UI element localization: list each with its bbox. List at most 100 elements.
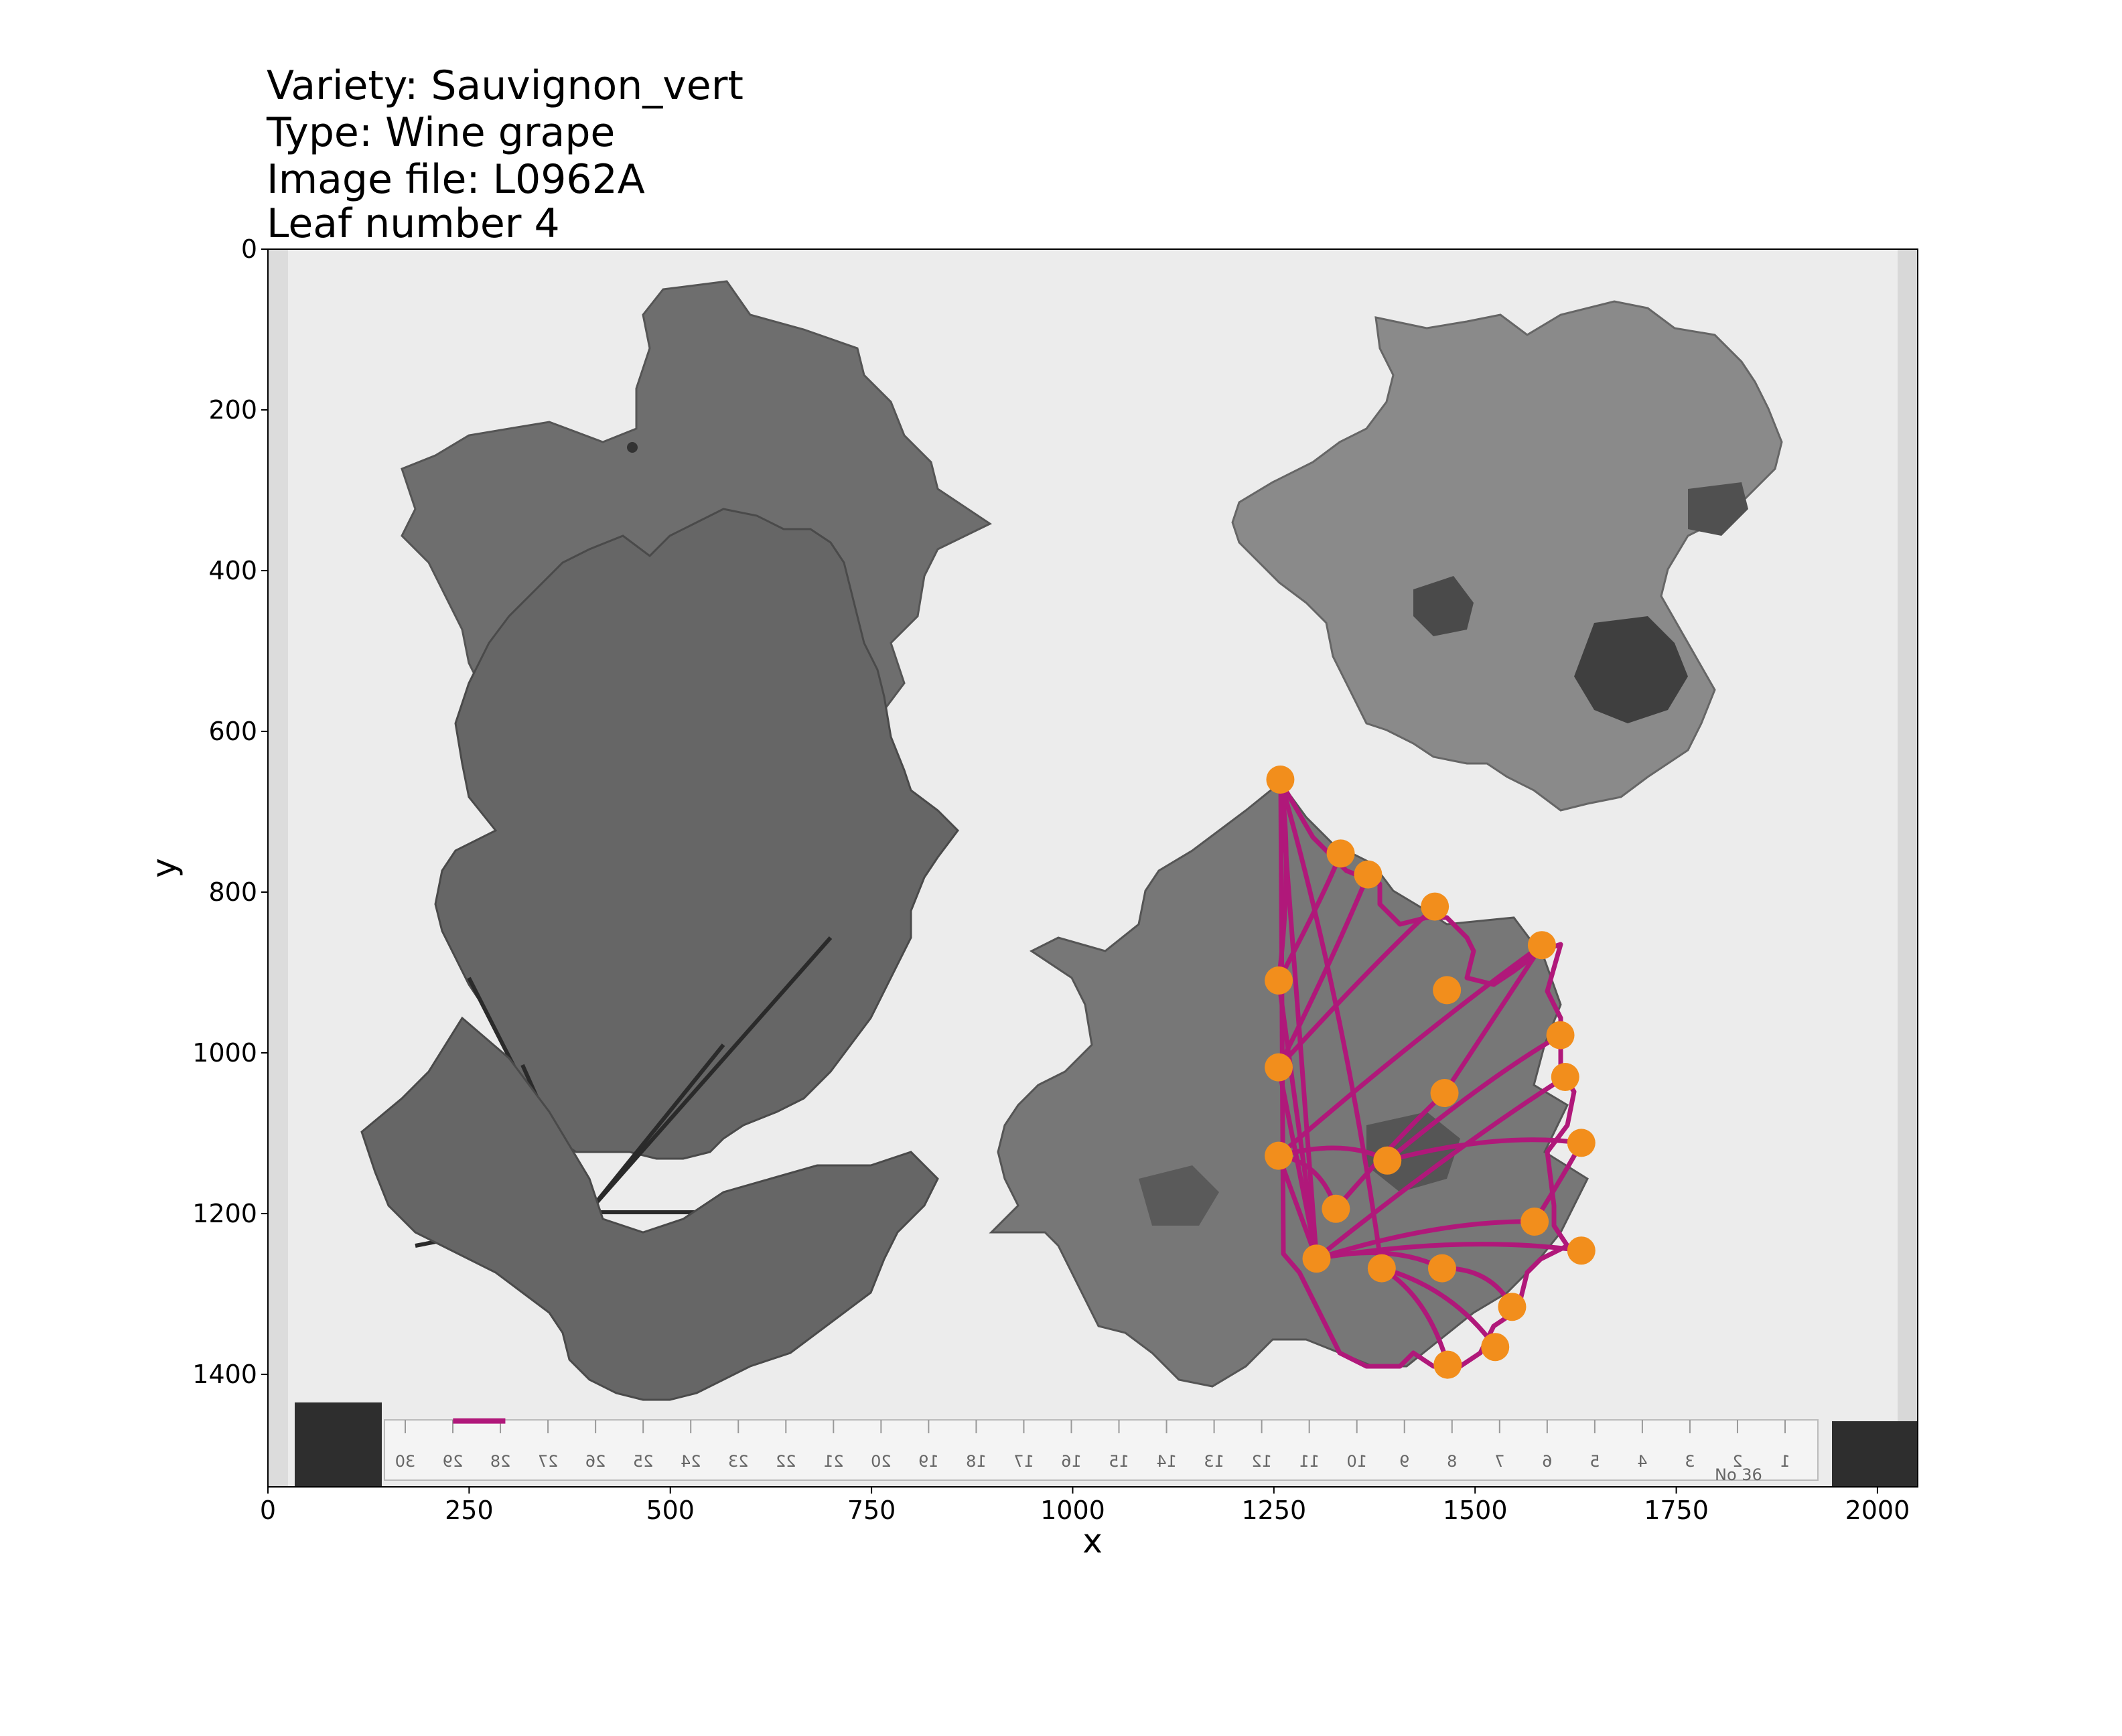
vein-line-13 bbox=[1314, 1219, 1537, 1261]
landmark-point-0 bbox=[1266, 766, 1295, 794]
x-tick-label-5: 1250 bbox=[1241, 1496, 1306, 1525]
midrib-segment-1 bbox=[1276, 978, 1320, 1261]
landmark-point-16 bbox=[1567, 1236, 1596, 1265]
ruler-number-1: 29 bbox=[443, 1452, 464, 1471]
ruler-number-2: 28 bbox=[490, 1452, 511, 1471]
corner-block-right bbox=[1832, 1421, 1918, 1487]
ruler-number-15: 15 bbox=[1109, 1452, 1129, 1471]
vein-line-4 bbox=[1276, 872, 1370, 1070]
title-line-type: Type: Wine grape bbox=[266, 109, 615, 156]
leaf-top-right-disease-patch-1 bbox=[1413, 576, 1474, 636]
ruler-number-14: 16 bbox=[1061, 1452, 1082, 1471]
x-tick-label-8: 2000 bbox=[1845, 1496, 1910, 1525]
vein-line-10 bbox=[1385, 1033, 1563, 1163]
leaf-bottom-right-dark-patch-2 bbox=[1139, 1165, 1219, 1226]
landmark-point-9 bbox=[1265, 966, 1293, 995]
landmark-point-10 bbox=[1430, 1079, 1459, 1107]
x-tick-label-2: 500 bbox=[646, 1496, 695, 1525]
landmark-point-4 bbox=[1527, 931, 1556, 960]
ruler-number-3: 27 bbox=[538, 1452, 559, 1471]
x-tick-label-7: 1750 bbox=[1644, 1496, 1709, 1525]
plot-area: 30 29 28 27 26 25 24 23 22 21 20 19 18 17 16 15 14 13 12 11… bbox=[268, 249, 1918, 1487]
y-tick-label-6: 1200 bbox=[192, 1199, 257, 1228]
leaf-top-right-disease-patch-3 bbox=[1688, 482, 1748, 536]
landmark-point-1 bbox=[1326, 839, 1355, 868]
ruler-stamp: No 36 bbox=[1715, 1465, 1762, 1484]
y-axis-label: y bbox=[145, 858, 184, 878]
vein-line-3 bbox=[1276, 904, 1437, 1070]
ruler-labels: 30 29 28 27 26 25 24 23 22 21 20 19 18 17 16 15 14 13 12 11… bbox=[395, 1420, 1790, 1471]
landmark-point-20 bbox=[1498, 1293, 1527, 1321]
x-tick-label-3: 750 bbox=[847, 1496, 896, 1525]
y-tick-label-2: 400 bbox=[208, 556, 257, 585]
y-tick-label-0: 0 bbox=[241, 234, 257, 264]
ruler-number-22: 8 bbox=[1447, 1452, 1457, 1471]
photo-vignette-left bbox=[268, 249, 288, 1487]
landmark-point-12 bbox=[1373, 1146, 1402, 1175]
ruler-number-26: 4 bbox=[1637, 1452, 1647, 1471]
ruler-number-8: 22 bbox=[776, 1452, 796, 1471]
axes-frame bbox=[267, 248, 1918, 1488]
landmark-point-3 bbox=[1421, 892, 1449, 921]
ruler-number-4: 26 bbox=[585, 1452, 606, 1471]
title-line-variety: Variety: Sauvignon_vert bbox=[267, 62, 744, 109]
vein-line-1 bbox=[1276, 777, 1289, 983]
corner-block-left bbox=[295, 1402, 382, 1487]
ruler-number-19: 11 bbox=[1299, 1452, 1320, 1471]
leaf-top-right-disease-patch-2 bbox=[1574, 616, 1688, 723]
landmark-point-18 bbox=[1367, 1254, 1396, 1283]
y-tick-label-3: 600 bbox=[208, 717, 257, 746]
vein-line-7 bbox=[1333, 1090, 1447, 1212]
title-line-leaf-number: Leaf number 4 bbox=[267, 200, 560, 247]
landmark-point-5 bbox=[1433, 976, 1462, 1005]
ruler-number-12: 18 bbox=[966, 1452, 987, 1471]
ruler-number-11: 19 bbox=[918, 1452, 939, 1471]
landmark-point-19 bbox=[1427, 1254, 1456, 1283]
ruler-number-29: 1 bbox=[1780, 1452, 1790, 1471]
landmark-point-22 bbox=[1433, 1350, 1462, 1379]
ruler-number-17: 13 bbox=[1204, 1452, 1224, 1471]
y-axis-ticks: 0 200 400 600 800 1000 1200 1400 bbox=[192, 234, 268, 1389]
ruler-number-25: 5 bbox=[1589, 1452, 1600, 1471]
vein-line-12 bbox=[1314, 1074, 1568, 1261]
midrib-segment-3 bbox=[1276, 1153, 1320, 1261]
landmark-point-6 bbox=[1546, 1021, 1575, 1050]
landmark-point-17 bbox=[1302, 1244, 1331, 1273]
landmark-point-11 bbox=[1265, 1053, 1293, 1082]
vein-line-8 bbox=[1442, 942, 1545, 1096]
x-tick-label-4: 1000 bbox=[1040, 1496, 1105, 1525]
y-tick-label-1: 200 bbox=[208, 395, 257, 425]
x-tick-label-0: 0 bbox=[260, 1496, 276, 1525]
ruler-number-24: 6 bbox=[1542, 1452, 1552, 1471]
photo-vignette-right bbox=[1898, 249, 1918, 1487]
x-tick-label-6: 1500 bbox=[1443, 1496, 1508, 1525]
x-tick-label-1: 250 bbox=[445, 1496, 494, 1525]
ruler-number-21: 9 bbox=[1399, 1452, 1409, 1471]
ruler-number-5: 25 bbox=[633, 1452, 654, 1471]
ruler-number-7: 23 bbox=[728, 1452, 749, 1471]
y-tick-label-4: 800 bbox=[208, 877, 257, 907]
ruler-number-0: 30 bbox=[395, 1452, 416, 1471]
y-tick-label-5: 1000 bbox=[192, 1038, 257, 1068]
ruler-strip bbox=[384, 1419, 1819, 1481]
vein-line-0 bbox=[1277, 777, 1385, 1271]
x-axis-ticks: 0 250 500 750 1000 1250 1500 1750 2000 bbox=[260, 1487, 1910, 1525]
y-tick-label-7: 1400 bbox=[192, 1360, 257, 1389]
title-line-image-file: Image file: L0962A bbox=[267, 156, 645, 203]
landmark-point-14 bbox=[1322, 1194, 1350, 1223]
vein-line-6 bbox=[1276, 942, 1545, 1159]
ruler-number-28: 2 bbox=[1732, 1452, 1742, 1471]
leaf-bottom-left-lower bbox=[360, 1016, 939, 1401]
landmark-point-8 bbox=[1567, 1129, 1596, 1157]
landmark-point-15 bbox=[1520, 1208, 1549, 1236]
landmark-point-2 bbox=[1354, 860, 1383, 889]
ruler-number-23: 7 bbox=[1494, 1452, 1504, 1471]
leaf-top-left-petiole-point bbox=[627, 442, 638, 453]
ruler-number-16: 14 bbox=[1156, 1452, 1177, 1471]
vein-line-11 bbox=[1385, 1137, 1584, 1163]
ruler-number-13: 17 bbox=[1013, 1452, 1034, 1471]
ruler-number-10: 20 bbox=[871, 1452, 892, 1471]
ruler-number-20: 10 bbox=[1346, 1452, 1367, 1471]
ruler-number-6: 24 bbox=[681, 1452, 701, 1471]
